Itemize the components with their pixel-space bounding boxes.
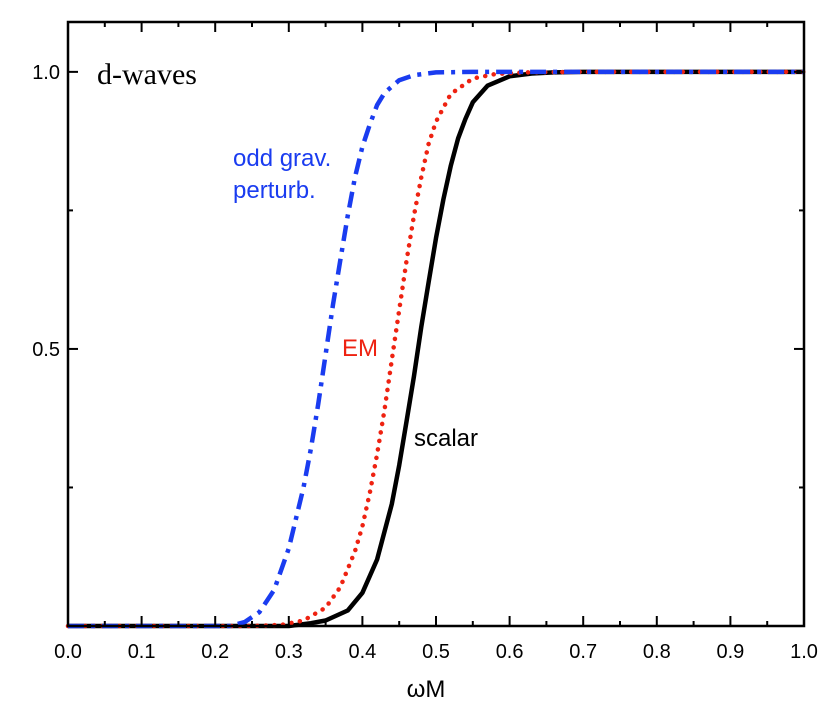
series-label-line: EM: [342, 335, 378, 362]
x-tick-label: 0.9: [716, 641, 744, 663]
plot-frame: [66, 20, 806, 628]
series-label-odd-grav-perturb: odd grav. perturb.: [233, 145, 331, 204]
series-line-scalar: [68, 69, 804, 629]
ticks-group: 0.0 0.1 0.2 0.3 0.4 0.5 0.6 0.7 0.8 0.9 1.0 0.5 1.0: [32, 22, 818, 663]
x-tick-label: 0.5: [422, 641, 450, 663]
x-tick-label: 0.4: [348, 641, 376, 663]
x-tick-label: 0.2: [201, 641, 229, 663]
labels-group: scalar EM odd grav. perturb.: [233, 145, 478, 452]
series-label-line: scalar: [414, 425, 478, 452]
x-tick-label: 0.1: [128, 641, 156, 663]
series-group: [65, 69, 807, 629]
x-tick-label: 0.0: [54, 641, 82, 663]
x-tick-label: 0.8: [643, 641, 671, 663]
series-label-em: EM: [342, 335, 378, 362]
series-line-em: [65, 69, 807, 629]
y-tick-label: 0.5: [32, 339, 60, 361]
x-tick-label: 0.7: [569, 641, 597, 663]
chart-title: d-waves: [97, 58, 197, 91]
series-label-line: odd grav.: [233, 145, 331, 172]
x-tick-label: 0.6: [496, 641, 524, 663]
x-tick-label: 1.0: [790, 641, 818, 663]
series-label-line: perturb.: [233, 177, 316, 204]
series-label-scalar: scalar: [414, 425, 478, 452]
series-line-odd-grav-perturb: [68, 69, 804, 629]
x-axis-title: ωM: [407, 676, 446, 703]
y-tick-label: 1.0: [32, 62, 60, 84]
x-tick-label: 0.3: [275, 641, 303, 663]
